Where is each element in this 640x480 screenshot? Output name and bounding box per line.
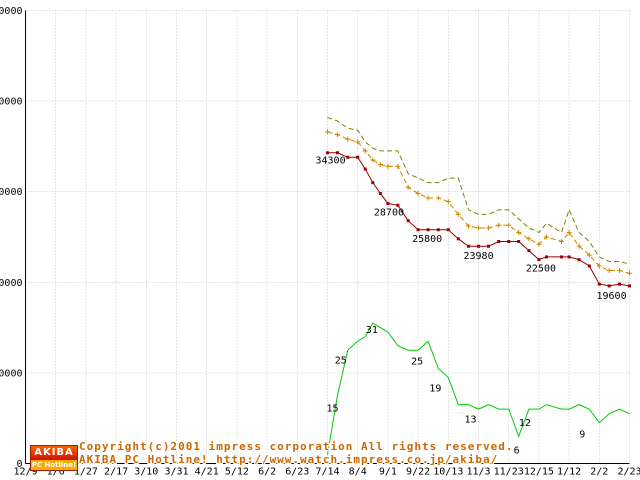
y-axis-tick-label: 20000: [0, 278, 23, 289]
marker-lowest-price: [326, 151, 329, 155]
marker-lowest-price: [527, 249, 531, 253]
series-average-price: [327, 131, 630, 274]
y-axis-tick-label: 30000: [0, 187, 23, 198]
x-axis-tick-label: 6/2: [258, 467, 276, 478]
x-axis-tick-label: 8/4: [349, 467, 367, 478]
series-lowest-price: [327, 152, 630, 287]
marker-lowest-price: [477, 244, 480, 248]
x-axis-tick-label: 10/13: [433, 467, 463, 478]
y-axis-tick-label: 0: [16, 459, 22, 470]
x-axis-tick-label: 2/23: [617, 467, 640, 478]
marker-lowest-price: [497, 240, 501, 244]
x-axis-tick-label: 3/31: [164, 467, 188, 478]
annotation-label: 25800: [412, 234, 442, 245]
x-axis-tick-label: 4/21: [195, 467, 219, 478]
series-shop-count: [327, 322, 630, 455]
annotation-label: 19: [429, 383, 441, 394]
x-axis-tick-label: 11/23: [494, 467, 524, 478]
x-axis-tick-label: 12/9: [13, 467, 37, 478]
x-axis-tick-label: 12/15: [524, 467, 554, 478]
annotation-label: 13: [465, 415, 477, 426]
x-axis-tick-label: 9/1: [379, 467, 397, 478]
logo-akiba-text: AKIBA: [31, 446, 77, 460]
copyright-line2: AKIBA PC Hotline! http://www.watch.impre…: [79, 453, 499, 466]
x-axis-tick-label: 5/12: [225, 467, 249, 478]
marker-lowest-price: [378, 192, 382, 196]
marker-lowest-price: [607, 284, 611, 288]
marker-lowest-price: [363, 167, 367, 171]
x-axis-tick-label: 1/12: [557, 467, 581, 478]
marker-lowest-price: [577, 258, 581, 262]
marker-lowest-price: [507, 240, 511, 244]
copyright-notice: Copyright(c)2001 impress corporation All…: [79, 440, 514, 466]
annotation-label: 19600: [597, 291, 627, 302]
marker-lowest-price: [560, 255, 564, 259]
y-axis-tick-label: 50000: [0, 6, 23, 17]
annotation-label: 31: [366, 325, 378, 336]
marker-lowest-price: [597, 282, 601, 286]
marker-lowest-price: [446, 228, 450, 232]
annotation-label: 9: [579, 430, 585, 441]
annotation-label: 12: [519, 418, 531, 429]
annotation-label: 34300: [316, 156, 346, 167]
copyright-line1: Copyright(c)2001 impress corporation All…: [79, 440, 514, 453]
marker-lowest-price: [567, 255, 571, 259]
marker-lowest-price: [517, 240, 521, 244]
logo-pc-hotline-text: PC Hotline!: [31, 460, 77, 470]
marker-lowest-price: [416, 228, 420, 232]
marker-lowest-price: [396, 203, 400, 207]
x-axis-tick-label: 1/6: [47, 467, 65, 478]
marker-lowest-price: [544, 255, 548, 259]
x-axis-tick-label: 6/23: [285, 467, 309, 478]
marker-lowest-price: [537, 258, 541, 262]
x-axis-tick-label: 3/10: [134, 467, 158, 478]
marker-lowest-price: [618, 282, 622, 286]
marker-lowest-price: [386, 201, 390, 205]
marker-lowest-price: [628, 284, 631, 288]
x-axis-tick-label: 7/14: [315, 467, 339, 478]
x-axis-tick-label: 9/22: [406, 467, 430, 478]
marker-lowest-price: [406, 219, 410, 223]
y-axis-tick-label: 10000: [0, 368, 23, 379]
annotation-label: 6: [514, 445, 520, 456]
annotation-label: 23980: [464, 251, 494, 262]
y-axis-tick-label: 40000: [0, 97, 23, 108]
marker-lowest-price: [436, 228, 440, 232]
marker-lowest-price: [426, 228, 430, 232]
marker-lowest-price: [335, 151, 339, 155]
annotation-label: 25: [411, 356, 423, 367]
series-highest-price: [327, 116, 630, 265]
annotation-label: 15: [326, 404, 338, 415]
annotation-label: 22500: [526, 264, 556, 275]
marker-lowest-price: [371, 181, 375, 185]
marker-lowest-price: [456, 237, 460, 241]
x-axis-tick-label: 1/27: [74, 467, 98, 478]
annotation-label: 25: [335, 355, 347, 366]
x-axis-tick-label: 2/17: [104, 467, 128, 478]
marker-lowest-price: [346, 155, 350, 159]
annotation-label: 28700: [374, 207, 404, 218]
marker-lowest-price: [587, 264, 591, 268]
x-axis-tick-label: 2/2: [590, 467, 608, 478]
marker-lowest-price: [467, 244, 471, 248]
akiba-pc-hotline-logo: AKIBA PC Hotline!: [30, 445, 78, 471]
marker-lowest-price: [356, 155, 360, 159]
x-axis-tick-label: 11/3: [466, 467, 490, 478]
marker-lowest-price: [486, 244, 490, 248]
